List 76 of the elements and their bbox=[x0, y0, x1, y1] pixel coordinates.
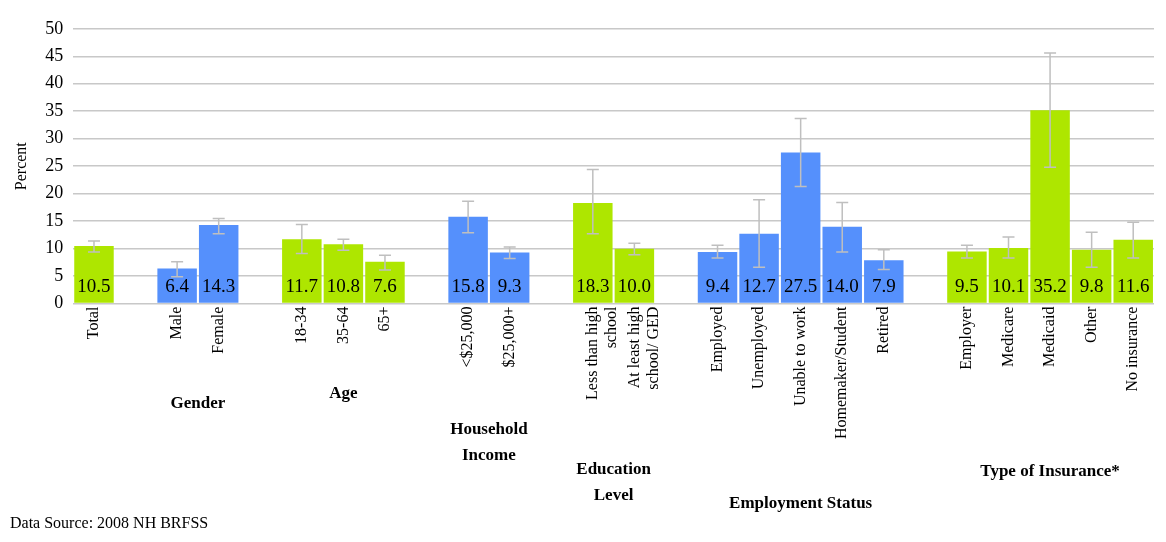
x-tick-label: Unemployed bbox=[749, 306, 768, 390]
x-tick-label: Unable to work bbox=[790, 306, 808, 407]
x-tick-label: 65+ bbox=[375, 306, 393, 332]
data-label: 10.5 bbox=[77, 274, 111, 296]
y-tick-label: 10 bbox=[45, 237, 64, 258]
data-label: 9.5 bbox=[955, 274, 979, 296]
y-tick-label: 50 bbox=[45, 17, 64, 38]
y-tick-label: 15 bbox=[45, 209, 64, 230]
data-label: 6.4 bbox=[165, 274, 190, 296]
data-label: 11.6 bbox=[1116, 274, 1150, 296]
data-label: 15.8 bbox=[451, 274, 485, 296]
y-tick-label: 40 bbox=[45, 72, 64, 93]
data-label: 11.7 bbox=[285, 274, 319, 296]
data-label: 7.6 bbox=[373, 274, 397, 296]
x-tick-label: <$25,000 bbox=[458, 306, 476, 368]
x-tick-label: Other bbox=[1081, 305, 1099, 344]
x-tick-label: Retired bbox=[874, 306, 891, 354]
data-label: 12.7 bbox=[742, 274, 776, 296]
y-axis-title: Percent bbox=[11, 141, 29, 191]
bar bbox=[988, 248, 1029, 303]
x-tick-label: Less than high school bbox=[583, 306, 620, 400]
x-tick-label: Employer bbox=[957, 305, 976, 370]
bar bbox=[573, 203, 613, 303]
data-label: 10.1 bbox=[991, 274, 1026, 296]
bar bbox=[448, 216, 488, 303]
bar bbox=[74, 245, 114, 303]
x-tick-label: 18-34 bbox=[292, 306, 310, 344]
y-tick-label: 35 bbox=[45, 99, 64, 120]
x-tick-label: $25,000+ bbox=[499, 306, 517, 368]
bar bbox=[822, 226, 862, 303]
y-tick-label: 45 bbox=[45, 45, 64, 66]
bar bbox=[947, 251, 987, 303]
data-label: 9.3 bbox=[497, 274, 522, 296]
bar bbox=[780, 152, 821, 303]
text: Type of Insurance* bbox=[980, 461, 1120, 481]
x-tick-label: Female bbox=[208, 306, 226, 354]
x-tick-label: Medicare bbox=[998, 306, 1016, 367]
data-label: 9.4 bbox=[705, 274, 730, 296]
x-tick-label: Medicaid bbox=[1040, 306, 1058, 368]
data-label: 7.9 bbox=[871, 274, 896, 296]
data-label: 10.0 bbox=[617, 274, 652, 296]
x-tick-label: 35-64 bbox=[333, 306, 351, 344]
x-tick-label: Total bbox=[84, 306, 102, 340]
y-tick-label: 30 bbox=[45, 127, 64, 148]
bar bbox=[365, 261, 405, 303]
bar bbox=[198, 225, 239, 303]
data-label: 9.8 bbox=[1079, 274, 1104, 296]
bar bbox=[157, 268, 197, 303]
y-tick-label: 5 bbox=[54, 264, 64, 285]
x-tick-label: No insurance bbox=[1123, 306, 1141, 392]
bar bbox=[282, 239, 322, 303]
text: Education Level bbox=[576, 459, 652, 505]
bar bbox=[489, 252, 530, 303]
bar bbox=[323, 244, 364, 303]
data-label: 27.5 bbox=[784, 274, 818, 296]
text: Age bbox=[329, 383, 359, 403]
bar bbox=[1113, 239, 1153, 303]
x-tick-label: Male bbox=[167, 306, 185, 340]
x-tick-label: Employed bbox=[707, 306, 726, 373]
y-tick-label: 20 bbox=[45, 182, 64, 203]
x-tick-label: Homemaker/Student bbox=[832, 306, 850, 440]
text: Employment Status bbox=[729, 493, 873, 513]
y-tick-label: 0 bbox=[54, 292, 64, 313]
text: Gender bbox=[170, 393, 226, 413]
bar bbox=[864, 260, 904, 303]
data-label: 35.2 bbox=[1033, 274, 1067, 296]
bar bbox=[739, 233, 779, 303]
source-note: Data Source: 2008 NH BRFSS bbox=[10, 514, 209, 532]
y-tick-label: 25 bbox=[45, 154, 64, 175]
bar bbox=[1030, 110, 1070, 303]
text: Household Income bbox=[450, 419, 529, 465]
data-label: 14.0 bbox=[825, 274, 859, 296]
data-label: 10.8 bbox=[326, 274, 361, 296]
data-label: 18.3 bbox=[576, 274, 610, 296]
bar bbox=[697, 251, 738, 303]
data-label: 14.3 bbox=[202, 274, 236, 296]
